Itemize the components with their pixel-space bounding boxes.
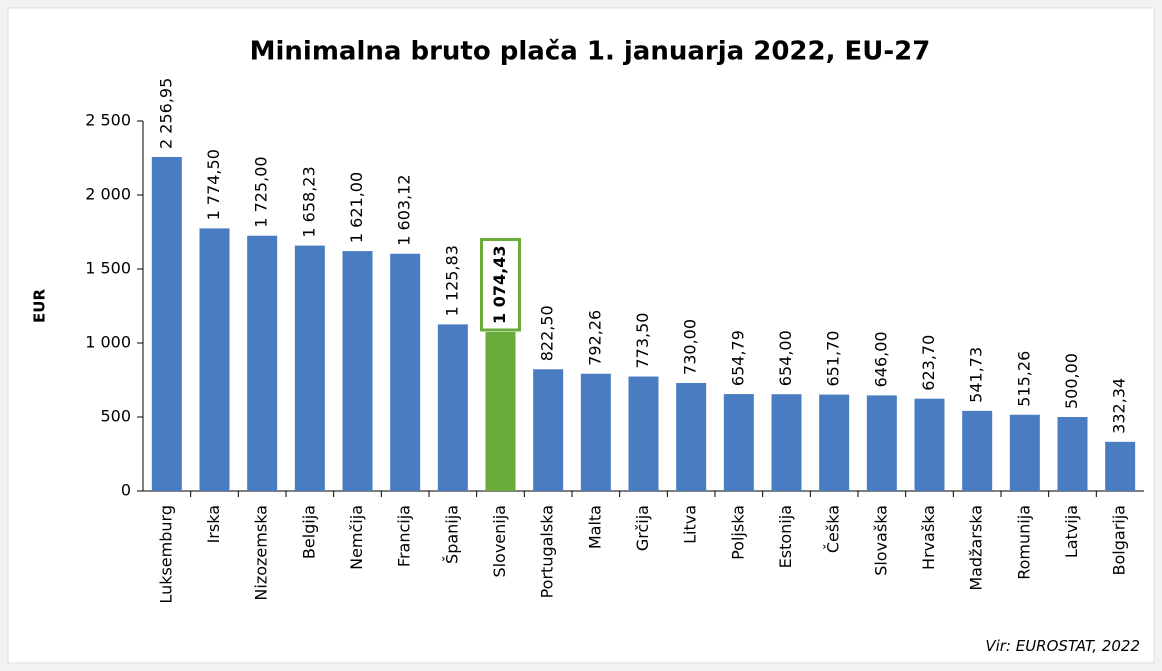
x-tick-label: Nemčija bbox=[347, 505, 366, 570]
value-label: 654,00 bbox=[776, 330, 795, 386]
value-label: 623,70 bbox=[919, 335, 938, 391]
x-tick-label: Hrvaška bbox=[919, 505, 938, 570]
x-tick-label: Madžarska bbox=[967, 505, 986, 591]
x-tick-label: Luksemburg bbox=[156, 505, 175, 604]
x-tick-label: Francija bbox=[395, 505, 414, 567]
bar bbox=[676, 382, 707, 491]
x-tick-label: Malta bbox=[585, 505, 604, 549]
x-tick-label: Nizozemska bbox=[252, 505, 271, 601]
value-label: 1 603,12 bbox=[395, 174, 414, 245]
y-tick-label: 1 000 bbox=[85, 333, 131, 352]
value-label: 646,00 bbox=[871, 331, 890, 387]
x-tick-label: Estonija bbox=[776, 505, 795, 568]
bar bbox=[628, 376, 659, 491]
x-tick-label: Češka bbox=[824, 505, 843, 553]
bar bbox=[580, 373, 611, 491]
value-label: 773,50 bbox=[633, 313, 652, 369]
bar bbox=[485, 331, 516, 491]
source-note: Vir: EUROSTAT, 2022 bbox=[985, 637, 1140, 655]
y-tick-label: 2 000 bbox=[85, 185, 131, 204]
value-label: 651,70 bbox=[824, 331, 843, 387]
x-tick-label: Poljska bbox=[728, 505, 747, 560]
value-label: 515,26 bbox=[1014, 351, 1033, 407]
bar bbox=[1009, 414, 1040, 491]
value-label: 1 774,50 bbox=[204, 149, 223, 220]
x-tick-label: Belgija bbox=[299, 505, 318, 559]
x-tick-label: Romunija bbox=[1014, 505, 1033, 580]
y-tick-label: 1 500 bbox=[85, 259, 131, 278]
bar bbox=[199, 228, 230, 491]
y-tick-label: 0 bbox=[121, 481, 131, 500]
bar bbox=[771, 394, 802, 491]
x-tick-label: Slovaška bbox=[871, 505, 890, 576]
bar bbox=[247, 235, 278, 491]
x-tick-label: Slovenija bbox=[490, 505, 509, 578]
chart-title: Minimalna bruto plača 1. januarja 2022, … bbox=[250, 37, 931, 67]
bar bbox=[437, 324, 468, 491]
x-tick-label: Grčija bbox=[633, 505, 652, 551]
bar bbox=[1105, 441, 1136, 491]
bar bbox=[294, 245, 325, 491]
x-tick-label: Španija bbox=[442, 505, 461, 564]
value-label: 822,50 bbox=[538, 305, 557, 361]
bar bbox=[866, 395, 897, 491]
y-tick-label: 500 bbox=[100, 407, 131, 426]
bar bbox=[342, 251, 373, 491]
value-label: 1 125,83 bbox=[442, 245, 461, 316]
value-label: 500,00 bbox=[1062, 353, 1081, 409]
bar bbox=[390, 253, 421, 491]
x-tick-label: Portugalska bbox=[538, 505, 557, 598]
value-label: 1 658,23 bbox=[299, 166, 318, 237]
value-label: 541,73 bbox=[967, 347, 986, 403]
value-label: 654,79 bbox=[728, 330, 747, 386]
value-label: 2 256,95 bbox=[156, 78, 175, 149]
bar bbox=[723, 394, 754, 491]
bar bbox=[1057, 417, 1088, 491]
value-label: 1 621,00 bbox=[347, 172, 366, 243]
highlight-box bbox=[480, 238, 521, 332]
bar bbox=[819, 394, 850, 491]
value-label: 1 725,00 bbox=[252, 156, 271, 227]
value-label: 730,00 bbox=[681, 319, 700, 375]
x-tick-label: Bolgarija bbox=[1110, 505, 1129, 575]
x-tick-label: Litva bbox=[681, 505, 700, 544]
y-axis-label: EUR bbox=[31, 289, 49, 323]
x-tick-label: Irska bbox=[204, 505, 223, 543]
y-tick-label: 2 500 bbox=[85, 111, 131, 130]
bar bbox=[533, 369, 564, 491]
bar bbox=[962, 410, 993, 491]
chart-background bbox=[7, 7, 1155, 664]
value-label: 792,26 bbox=[585, 310, 604, 366]
value-label: 1 074,43 bbox=[490, 246, 509, 324]
bar bbox=[151, 156, 182, 491]
value-label: 332,34 bbox=[1110, 378, 1129, 434]
x-tick-label: Latvija bbox=[1062, 505, 1081, 558]
bar bbox=[914, 398, 945, 491]
